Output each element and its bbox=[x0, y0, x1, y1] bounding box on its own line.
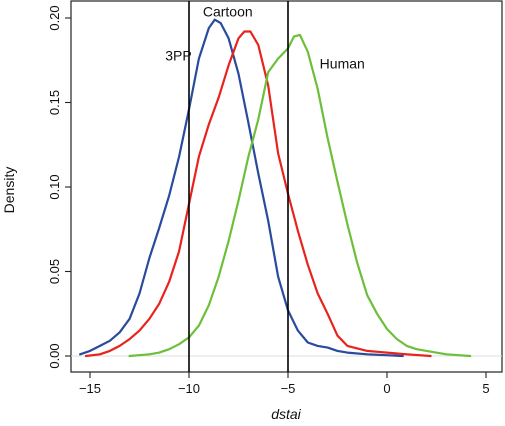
y-tick-label: 0.15 bbox=[47, 90, 62, 115]
y-axis-title: Density bbox=[1, 167, 17, 214]
y-tick-label: 0.05 bbox=[47, 259, 62, 284]
series-label-human: Human bbox=[320, 56, 365, 72]
series-label-3pp: 3PP bbox=[165, 47, 191, 63]
series-line-3pp bbox=[79, 18, 404, 358]
x-tick-label: 0 bbox=[383, 381, 390, 396]
x-tick-label: −5 bbox=[281, 381, 296, 396]
x-tick-label: 5 bbox=[482, 381, 489, 396]
x-tick-label: −10 bbox=[178, 381, 200, 396]
reference-lines bbox=[188, 1, 289, 372]
series-layer bbox=[79, 18, 472, 358]
series-labels: 3PP Cartoon Human bbox=[165, 3, 365, 71]
y-tick-label: 0.10 bbox=[47, 174, 62, 199]
x-axis-title: dstai bbox=[271, 406, 301, 422]
series-line-human bbox=[128, 33, 472, 358]
series-label-cartoon: Cartoon bbox=[203, 3, 253, 19]
x-tick-label: −15 bbox=[79, 381, 101, 396]
y-tick-label: 0.20 bbox=[47, 5, 62, 30]
x-axis: −15 −10 −5 0 5 bbox=[79, 372, 490, 396]
series-line-cartoon bbox=[84, 30, 432, 358]
y-axis: 0.00 0.05 0.10 0.15 0.20 bbox=[47, 5, 71, 369]
y-tick-label: 0.00 bbox=[47, 343, 62, 368]
